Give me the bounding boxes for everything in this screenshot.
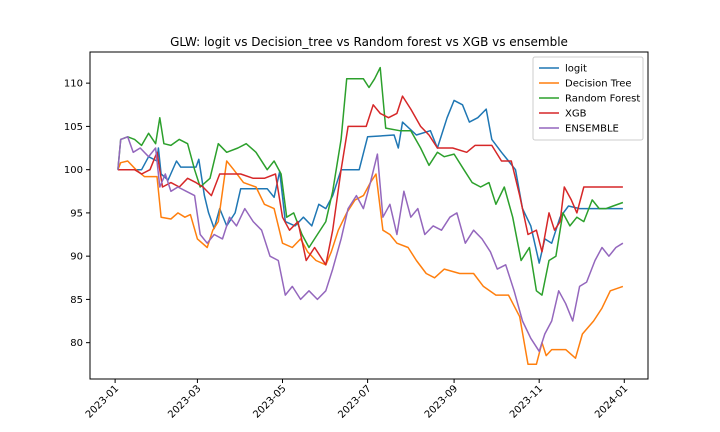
x-tick-label: 2024-01: [593, 383, 630, 420]
series-line-random-forest: [117, 66, 624, 296]
series-line-ensemble: [117, 136, 624, 353]
legend-box: [532, 56, 644, 141]
series-line-xgb: [117, 95, 623, 266]
y-tick-label: 100: [64, 165, 83, 176]
x-tick-label: 2023-07: [336, 383, 373, 420]
y-axis: 80 85 90 95 100 105 110: [64, 79, 90, 349]
x-tick-label: 2023-09: [423, 383, 460, 420]
y-tick-label: 110: [64, 79, 83, 90]
plot-frame: [89, 51, 649, 380]
legend-label-ensemble: ENSEMBLE: [565, 124, 619, 135]
chart-title: GLW: logit vs Decision_tree vs Random fo…: [170, 35, 568, 49]
legend-label-random-forest: Random Forest: [565, 94, 640, 105]
x-axis: 2023-01 2023-03 2023-05 2023-07 2023-09 2023-…: [84, 379, 630, 421]
y-tick-label: 90: [70, 252, 83, 263]
series-layer: [117, 66, 624, 366]
y-tick-label: 80: [70, 338, 83, 349]
y-tick-label: 85: [70, 295, 83, 306]
legend-label-xgb: XGB: [565, 109, 587, 120]
legend: logit Decision Tree Random Forest XGB ENSEMB…: [532, 56, 644, 141]
legend-label-decision-tree: Decision Tree: [565, 79, 632, 90]
y-tick-label: 95: [70, 208, 83, 219]
x-tick-label: 2023-11: [508, 383, 545, 420]
series-line-logit: [117, 99, 623, 264]
x-tick-label: 2023-05: [251, 383, 288, 420]
y-tick-label: 105: [64, 122, 83, 133]
x-tick-label: 2023-01: [84, 383, 121, 420]
x-tick-label: 2023-03: [166, 383, 203, 420]
series-line-decision-tree: [117, 160, 624, 366]
legend-label-logit: logit: [565, 64, 587, 75]
